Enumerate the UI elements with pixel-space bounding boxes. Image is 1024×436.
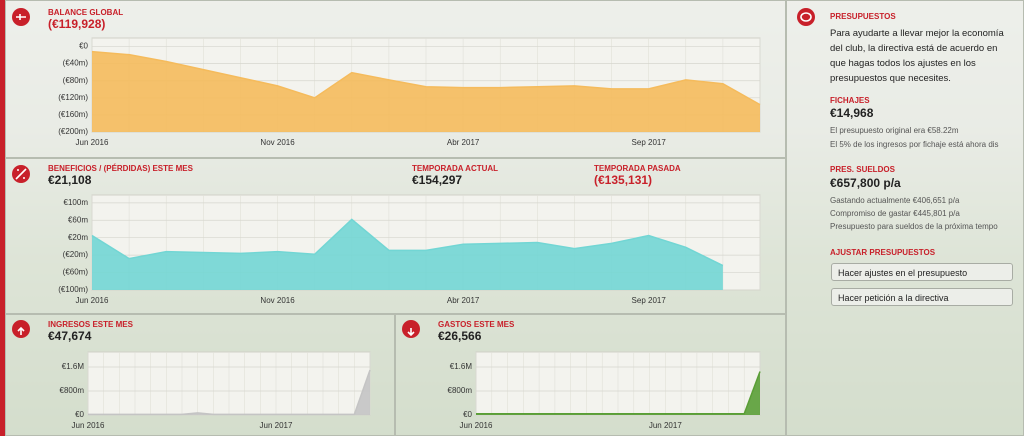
label: FICHAJES <box>830 96 870 105</box>
label: BENEFICIOS / (PÉRDIDAS) ESTE MES <box>48 164 193 173</box>
balance-icon <box>12 8 30 26</box>
note: El 5% de los ingresos por fichaje está a… <box>830 140 999 149</box>
note: Compromiso de gastar €445,801 p/a <box>830 209 960 218</box>
income-icon <box>12 320 30 338</box>
profit-icon <box>12 165 30 183</box>
dropdown-button[interactable]: Hacer ajustes en el presupuesto <box>831 263 1013 281</box>
side-bar <box>0 0 5 436</box>
label: AJUSTAR PRESUPUESTOS <box>830 248 936 257</box>
value: €47,674 <box>48 329 92 343</box>
expenses-icon <box>402 320 420 338</box>
value: (€119,928) <box>48 17 106 31</box>
label: GASTOS ESTE MES <box>438 320 515 329</box>
value: €26,566 <box>438 329 482 343</box>
label: INGRESOS ESTE MES <box>48 320 133 329</box>
value: €154,297 <box>412 173 463 187</box>
label: PRES. SUELDOS <box>830 165 895 174</box>
dropdown-button[interactable]: Hacer petición a la directiva <box>831 288 1013 306</box>
note: El presupuesto original era €58.22m <box>830 126 959 135</box>
note: Presupuesto para sueldos de la próxima t… <box>830 222 998 231</box>
budget-icon <box>797 8 815 26</box>
profit-panel <box>5 158 786 314</box>
note: Gastando actualmente €406,651 p/a <box>830 196 960 205</box>
value: (€135,131) <box>594 173 653 187</box>
label: TEMPORADA PASADA <box>594 164 681 173</box>
balance-panel <box>5 0 786 158</box>
label: PRESUPUESTOS <box>830 12 896 21</box>
label: BALANCE GLOBAL <box>48 8 124 17</box>
label: TEMPORADA ACTUAL <box>412 164 499 173</box>
value: €14,968 <box>830 106 874 120</box>
value: €657,800 p/a <box>830 176 901 190</box>
value: €21,108 <box>48 173 92 187</box>
intro: Para ayudarte a llevar mejor la economía… <box>830 28 1004 84</box>
